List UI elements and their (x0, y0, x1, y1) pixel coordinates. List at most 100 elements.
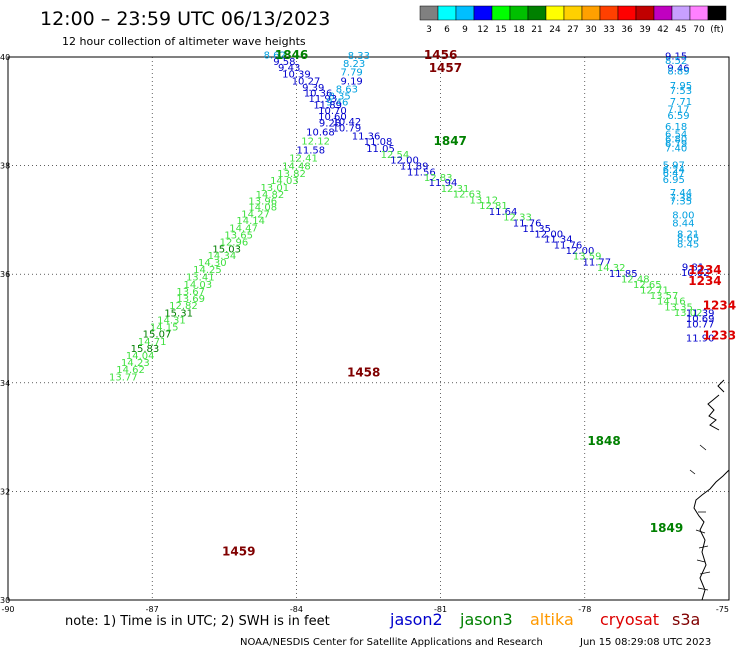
swh-value: 8.45 (677, 240, 699, 251)
legend-swatch (689, 5, 709, 21)
legend-label: 70 (693, 25, 705, 35)
legend-swatch (419, 5, 439, 21)
swh-value: 12.00 (390, 155, 419, 166)
swh-value: 11.34 (544, 235, 573, 246)
swh-value: 12.00 (534, 229, 563, 240)
swh-value: 14.34 (208, 251, 237, 262)
swh-value: 6.47 (663, 168, 685, 179)
swh-value: 12.54 (381, 150, 410, 161)
swh-value: 13.96 (248, 197, 277, 208)
swh-value: 6.24 (663, 165, 685, 176)
legend-swatch (653, 5, 673, 21)
swh-value: 9.19 (341, 77, 363, 88)
swh-value: 12.83 (424, 173, 453, 184)
footer-note: note: 1) Time is in UTC; 2) SWH is in fe… (65, 614, 330, 629)
swh-value: 9.39 (302, 83, 324, 94)
swh-value: 11.56 (407, 167, 436, 178)
time-label: 1458 (347, 365, 380, 379)
legend-label: 6 (444, 25, 450, 35)
plot-frame (7, 56, 730, 601)
y-tick-label: 30 (0, 596, 10, 605)
legend-label: 36 (621, 25, 633, 35)
chart-title: 12:00 – 23:59 UTC 06/13/2023 (40, 8, 330, 30)
satellite-name: cryosat (600, 610, 659, 629)
time-label: 1846 (275, 48, 308, 62)
swh-value: 14.62 (116, 365, 145, 376)
y-tick-label: 36 (0, 270, 10, 279)
swh-value: 11.76 (513, 218, 542, 229)
x-tick-label: -87 (146, 605, 159, 614)
swh-value: 14.47 (229, 223, 258, 234)
swh-value: 6.79 (665, 139, 687, 150)
swh-value: 14.71 (138, 337, 167, 348)
swh-value: 8.23 (343, 59, 365, 70)
swh-value: 15.03 (212, 244, 241, 255)
swh-value: 14.14 (236, 216, 265, 227)
swh-value: 9.58 (273, 57, 295, 68)
color-legend: 3 6 9 12 15 18 21 24 27 30 33 36 39 42 45 70 (ft) (419, 5, 727, 35)
plot-area: -90 -87 -84 -81 -78 -75 30 32 34 36 38 40 8.62 8.33 9… (0, 48, 736, 614)
swh-value: 12.71 (640, 286, 669, 297)
time-labels: 1846 145614571847145818481459184912341234… (222, 48, 736, 558)
grid-lines (8, 57, 729, 600)
swh-value: 11.89 (313, 101, 342, 112)
swh-value: 11.90 (686, 334, 715, 345)
swh-value: 14.82 (256, 190, 285, 201)
swh-value: 10.02 (681, 268, 710, 279)
time-label: 1234 (688, 274, 721, 288)
time-label: 1456 (424, 48, 457, 62)
legend-swatch (671, 5, 691, 21)
swh-value: 14.16 (657, 297, 686, 308)
swh-value: 9.43 (278, 63, 300, 74)
swh-value: 6.59 (667, 111, 689, 122)
swh-value: 8.33 (348, 51, 370, 62)
axis-tick-labels: -90 -87 -84 -81 -78 -75 30 32 34 36 38 40 (0, 53, 729, 614)
x-tick-label: -78 (578, 605, 591, 614)
swh-value: 5.97 (663, 160, 685, 171)
swh-value: 12.48 (621, 274, 650, 285)
swh-value: 14.03 (270, 176, 299, 187)
swh-value: 13.69 (176, 294, 205, 305)
satellite-name: jason3 (459, 610, 513, 629)
satellite-name: altika (530, 610, 574, 629)
satellite-legend: jason2 jason3 altika cryosat s3a (389, 610, 700, 629)
swh-value: 6.18 (665, 122, 687, 133)
legend-swatch (581, 5, 601, 21)
swh-value: 11.39 (686, 309, 715, 320)
x-tick-label: -75 (716, 605, 729, 614)
legend-swatch (599, 5, 619, 21)
swh-value: 13.77 (109, 373, 138, 384)
legend-label: 45 (675, 25, 686, 35)
y-tick-label: 34 (0, 379, 10, 388)
swh-value: 14.48 (282, 161, 311, 172)
legend-swatch (707, 5, 727, 21)
legend-swatch (473, 5, 493, 21)
swh-value: 14.08 (248, 203, 277, 214)
swh-value: 13.65 (224, 230, 253, 241)
swh-value: 10.60 (318, 112, 347, 123)
swh-value: 7.17 (667, 104, 689, 115)
swh-value: 14.03 (184, 280, 213, 291)
time-label: 1457 (429, 61, 462, 75)
legend-label: (ft) (710, 25, 724, 35)
swh-value: 10.42 (333, 117, 362, 128)
chart-subtitle: 12 hour collection of altimeter wave hei… (62, 35, 306, 48)
swh-value: 8.44 (672, 218, 694, 229)
swh-value: 12.00 (566, 246, 595, 257)
swh-value: 9.28 (319, 119, 341, 130)
swh-value: 7.35 (670, 197, 692, 208)
legend-swatch (509, 5, 529, 21)
legend-label: 24 (549, 25, 561, 35)
swh-value: 8.62 (264, 51, 286, 62)
swh-value: 10.36 (304, 89, 333, 100)
swh-value: 13.35 (664, 303, 693, 314)
legend-label: 15 (495, 25, 506, 35)
y-tick-label: 40 (0, 53, 10, 62)
legend-label: 18 (513, 25, 525, 35)
swh-value: 11.08 (364, 137, 393, 148)
time-label: 1847 (434, 134, 467, 148)
legend-swatch (437, 5, 457, 21)
swh-value: 8.52 (665, 56, 687, 67)
swh-value: 14.32 (597, 263, 626, 274)
y-tick-label: 32 (0, 487, 10, 496)
